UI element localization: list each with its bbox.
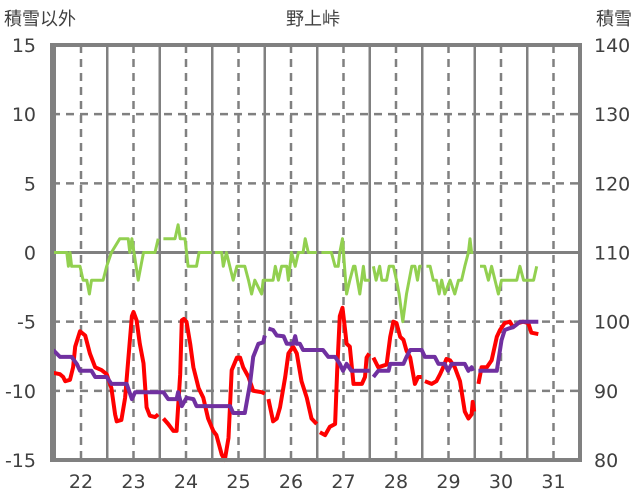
series-line-green (426, 237, 474, 296)
left-tick-label: 5 (24, 173, 36, 195)
series-line-green (53, 237, 160, 296)
x-tick-label: 30 (489, 471, 513, 493)
right-tick-label: 140 (594, 35, 630, 57)
series-line-green (321, 237, 370, 296)
right-tick-label: 100 (594, 312, 630, 334)
right-tick-label: 120 (594, 173, 630, 195)
right-axis-title: 積雪 (596, 9, 632, 30)
right-tick-label: 90 (594, 381, 618, 403)
series-group (51, 223, 539, 462)
left-tick-label: 10 (12, 104, 36, 126)
left-axis-title: 積雪以外 (4, 9, 76, 30)
x-axis: 22 23 24 25 26 27 28 29 30 31 (69, 471, 566, 493)
left-tick-label: 0 (24, 243, 36, 265)
x-tick-label: 28 (384, 471, 408, 493)
plot-frame (50, 43, 582, 462)
series-line-red (476, 319, 539, 385)
series-line-purple (267, 326, 370, 373)
left-tick-label: -10 (5, 381, 36, 403)
left-axis: 15 10 5 0 -5 -10 -15 (5, 35, 36, 472)
left-tick-label: 15 (12, 35, 36, 57)
right-tick-label: 110 (594, 243, 630, 265)
x-tick-label: 25 (226, 471, 250, 493)
series-line-red (266, 344, 319, 426)
right-tick-label: 80 (594, 450, 618, 472)
x-tick-label: 31 (541, 471, 565, 493)
series-line-red (52, 310, 160, 424)
series-line-red (318, 305, 371, 438)
series-line-purple (371, 348, 476, 379)
x-tick-label: 26 (279, 471, 303, 493)
series-line-green (371, 264, 422, 324)
series-line-purple (478, 319, 539, 373)
x-tick-label: 23 (121, 471, 145, 493)
series-line-green (480, 264, 539, 296)
right-axis: 140 130 120 110 100 90 80 (594, 35, 630, 472)
series-line-green (214, 237, 317, 296)
right-tick-label: 130 (594, 104, 630, 126)
series-line-red (371, 319, 422, 386)
x-tick-label: 29 (436, 471, 460, 493)
chart-title: 野上峠 (286, 9, 340, 30)
series-line-red (161, 316, 266, 462)
x-tick-label: 22 (69, 471, 93, 493)
series-line-green (163, 223, 212, 268)
series-line-purple (51, 335, 267, 415)
left-tick-label: -5 (17, 312, 36, 334)
x-tick-label: 27 (331, 471, 355, 493)
left-tick-label: -15 (5, 450, 36, 472)
x-tick-label: 24 (174, 471, 198, 493)
